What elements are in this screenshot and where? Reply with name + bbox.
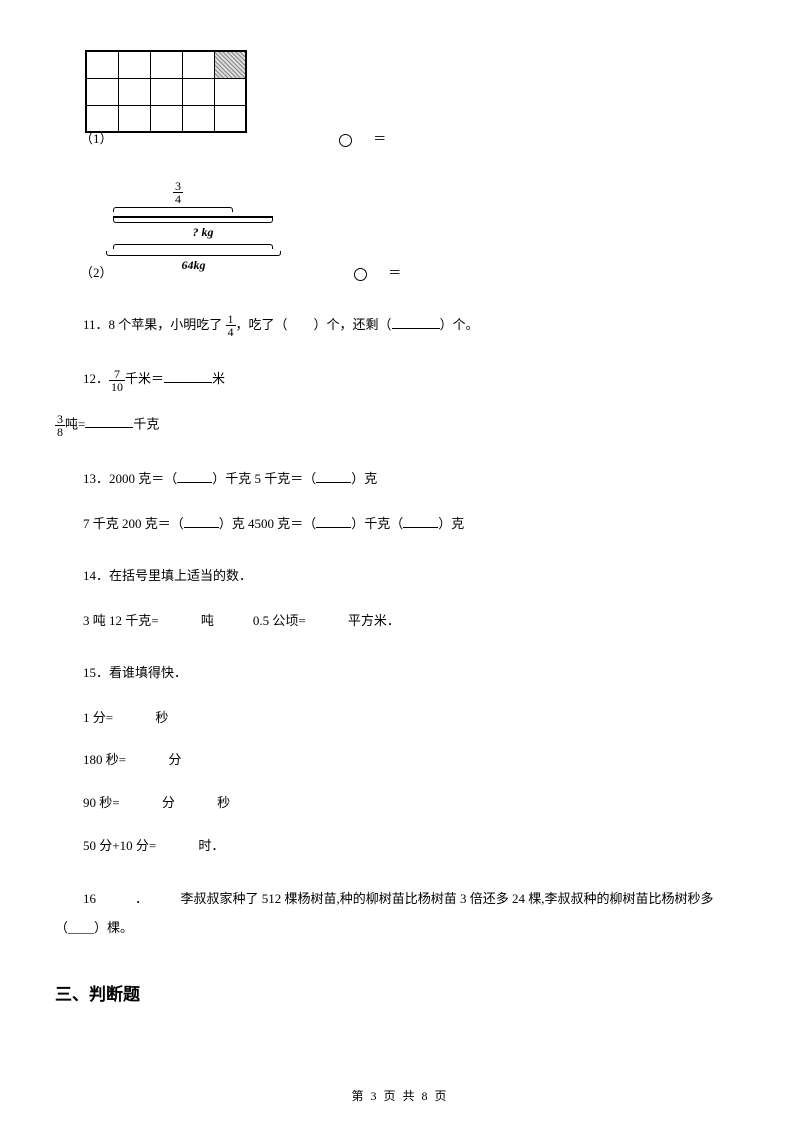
- blank-q13-5[interactable]: [403, 515, 438, 528]
- q16-text: 李叔叔家种了 512 棵杨树苗,种的柳树苗比杨树苗 3 倍还多 24 棵,李叔叔…: [181, 891, 714, 906]
- q11: 11．8 个苹果，小明吃了 14 ，吃了（ ）个，还剩（ ）个。: [83, 312, 745, 339]
- q12a-post: 米: [212, 371, 225, 386]
- q2-label: （2）: [80, 263, 113, 284]
- q12b-post: 千克: [133, 416, 159, 431]
- q13-b3: ）千克（: [351, 516, 403, 531]
- frac-3-8: 38: [55, 413, 65, 438]
- q14: 14．在括号里填上适当的数．: [83, 563, 745, 589]
- q13-num: 13．: [83, 471, 109, 486]
- eq-2: ＝: [388, 265, 401, 280]
- q11-num: 11．: [83, 317, 109, 332]
- frac-7-10: 710: [109, 368, 125, 393]
- q15-num: 15．: [83, 665, 109, 680]
- q15-l1[interactable]: 1 分= 秒: [83, 708, 745, 729]
- kg-diagram: 3 4 ? kg 64kg: [113, 180, 293, 275]
- blank-q13-1[interactable]: [177, 470, 212, 483]
- q15-title: 看谁填得快．: [109, 665, 187, 680]
- q13b: 7 千克 200 克＝（ ）克 4500 克＝（ ）千克（ ）克: [83, 514, 745, 535]
- q16-num: 16 ．: [83, 891, 181, 906]
- q13-a: 2000 克＝（: [109, 471, 177, 486]
- blank-q12a[interactable]: [164, 370, 212, 383]
- frac-3-4: 3 4: [173, 180, 183, 205]
- blank-q11[interactable]: [392, 316, 440, 329]
- fraction-grid: [85, 50, 247, 133]
- q15-l3[interactable]: 90 秒= 分 秒: [83, 793, 745, 814]
- q13-b2: ）克 4500 克＝（: [219, 516, 317, 531]
- q15: 15．看谁填得快．: [83, 660, 745, 686]
- q11-post: ）个。: [440, 317, 479, 332]
- q15-l2[interactable]: 180 秒= 分: [83, 750, 745, 771]
- frac-1-4: 14: [226, 313, 236, 338]
- q12a-pre: 千米＝: [125, 371, 164, 386]
- q11-pre: 8 个苹果，小明吃了: [109, 317, 223, 332]
- q14-num: 14．: [83, 568, 109, 583]
- q13-b: 7 千克 200 克＝（: [83, 516, 184, 531]
- q15-l4[interactable]: 50 分+10 分= 时．: [83, 836, 745, 857]
- op-circle-1: [339, 134, 352, 147]
- section-3-title: 三、判断题: [55, 981, 745, 1008]
- q14-title: 在括号里填上适当的数．: [109, 568, 252, 583]
- blank-q13-4[interactable]: [316, 515, 351, 528]
- q12b-pre: 吨=: [65, 416, 85, 431]
- q13-b4: ）克: [438, 516, 464, 531]
- q12-num: 12．: [83, 371, 109, 386]
- blank-q13-2[interactable]: [316, 470, 351, 483]
- eq-1: ＝: [373, 131, 386, 146]
- q16: 16 ． 李叔叔家种了 512 棵杨树苗,种的柳树苗比杨树苗 3 倍还多 24 …: [83, 883, 745, 914]
- q12b: 38 吨=千克: [83, 413, 745, 438]
- q1-label: （1）: [80, 129, 113, 150]
- q11-mid: ，吃了（ ）个，还剩（: [236, 317, 392, 332]
- blank-q13-3[interactable]: [184, 515, 219, 528]
- q12a: 12． 710 千米＝ 米: [83, 366, 745, 393]
- grid-table: [85, 50, 247, 133]
- page-footer: 第 3 页 共 8 页: [0, 1087, 800, 1104]
- blank-q12b[interactable]: [85, 415, 133, 428]
- q13-a3: ）克: [351, 471, 377, 486]
- mid-label: ? kg: [113, 223, 293, 242]
- q14-line[interactable]: 3 吨 12 千克= 吨 0.5 公顷= 平方米．: [83, 611, 745, 632]
- op-circle-2: [354, 268, 367, 281]
- q13a: 13．2000 克＝（ ）千克 5 千克＝（ ）克: [83, 466, 745, 492]
- q13-a2: ）千克 5 千克＝（: [212, 471, 316, 486]
- q16-tail[interactable]: （____）棵。: [55, 918, 745, 939]
